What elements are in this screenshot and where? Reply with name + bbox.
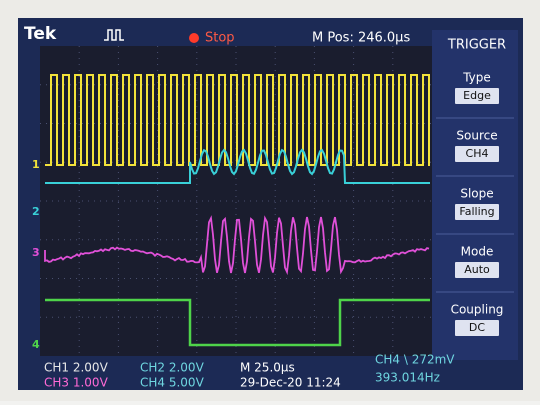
menu-value: Edge xyxy=(463,89,491,102)
ch2-scale: CH2 2.00V xyxy=(140,361,205,375)
date-time: 29-Dec-20 11:24 xyxy=(240,376,341,390)
ch1-scale: CH1 2.00V xyxy=(44,361,109,375)
brand: Tek xyxy=(24,24,57,44)
timebase: M 25.0µs xyxy=(240,361,295,375)
channel-marker: 1 xyxy=(32,158,40,171)
menu-label: Coupling xyxy=(451,303,504,317)
channel-marker: 2 xyxy=(32,205,40,218)
menu-value: DC xyxy=(469,321,485,334)
run-status: Stop xyxy=(205,31,235,46)
menu-label: Mode xyxy=(461,245,494,259)
menu-value: CH4 xyxy=(466,147,489,160)
stop-indicator xyxy=(189,33,199,43)
oscilloscope-photo: Tek Stop M Pos: 246.0µs TRIGGER Type Edge… xyxy=(0,0,540,401)
channel-marker: 4 xyxy=(32,338,40,351)
ch3-scale: CH3 1.00V xyxy=(44,376,109,390)
menu-value: Falling xyxy=(459,205,494,218)
menu-value: Auto xyxy=(464,263,490,276)
menu-label: Type xyxy=(462,71,491,85)
menu-label: Slope xyxy=(460,187,493,201)
menu-label: Source xyxy=(456,129,497,143)
trigger-frequency: 393.014Hz xyxy=(375,371,440,385)
ch4-scale: CH4 5.00V xyxy=(140,376,205,390)
trigger-level: CH4 \ 272mV xyxy=(375,353,455,367)
horizontal-position: M Pos: 246.0µs xyxy=(312,31,410,46)
page: Tek Stop M Pos: 246.0µs TRIGGER Type Edge… xyxy=(0,0,540,405)
menu-title: TRIGGER xyxy=(447,38,506,53)
channel-marker: 3 xyxy=(32,246,40,259)
